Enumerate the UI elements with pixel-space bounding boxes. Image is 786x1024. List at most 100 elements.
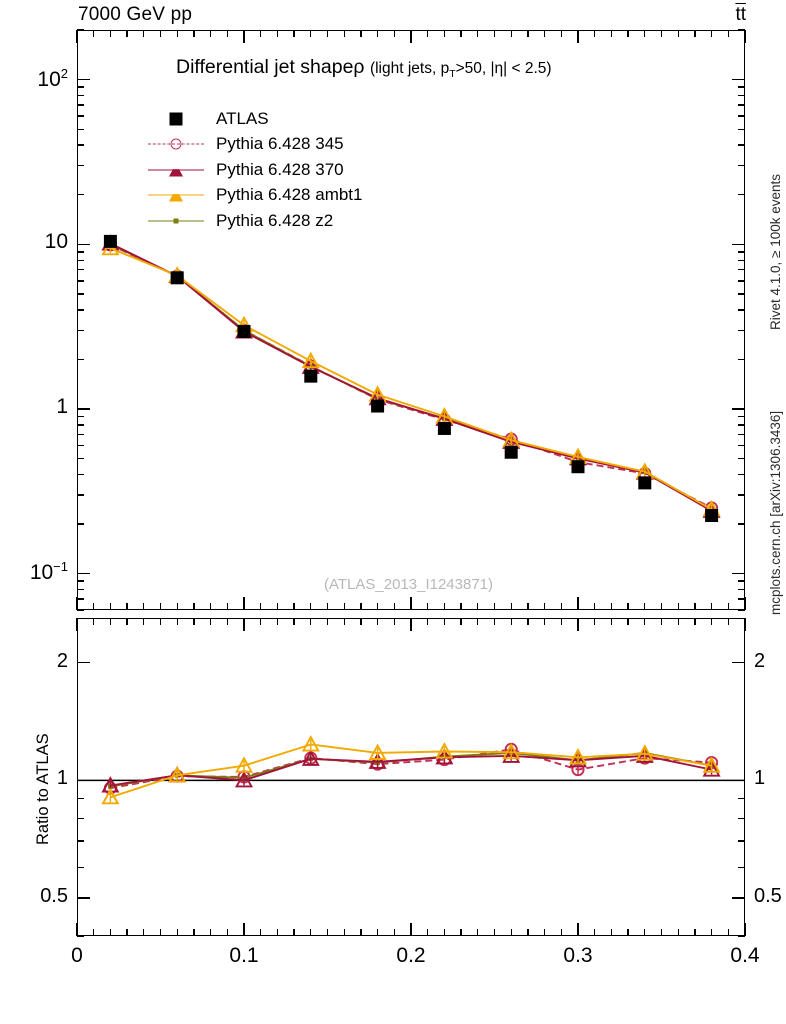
axis-tick bbox=[738, 840, 745, 842]
ratio-pythia-6-428-370-marker bbox=[702, 760, 721, 777]
axis-tick bbox=[376, 618, 379, 625]
axis-tick bbox=[644, 929, 646, 936]
axis-tick bbox=[710, 30, 713, 37]
axis-tick bbox=[360, 603, 362, 610]
series-atlas-marker bbox=[103, 234, 117, 248]
axis-tick bbox=[410, 618, 412, 631]
axis-tick bbox=[77, 580, 84, 582]
axis-tick bbox=[77, 104, 84, 106]
ratio-axis-ticks bbox=[76, 618, 746, 937]
axis-tick bbox=[527, 603, 529, 610]
legend-item[interactable]: ATLAS bbox=[148, 106, 362, 132]
axis-tick bbox=[738, 588, 745, 591]
ratio-pythia-6-428-370-marker bbox=[502, 746, 521, 763]
axis-tick bbox=[610, 30, 613, 37]
legend-item[interactable]: Pythia 6.428 345 bbox=[148, 132, 362, 158]
ratio-pythia-6-428-ambt1-marker bbox=[702, 756, 721, 773]
axis-tick bbox=[738, 115, 745, 117]
series-atlas-marker bbox=[170, 271, 184, 285]
legend-label: Pythia 6.428 z2 bbox=[216, 210, 334, 230]
axis-tick bbox=[732, 408, 745, 410]
axis-tick bbox=[732, 661, 745, 664]
axis-tick bbox=[738, 29, 745, 31]
legend-item[interactable]: Pythia 6.428 z2 bbox=[148, 208, 362, 234]
axis-tick bbox=[527, 929, 529, 936]
legend-label: Pythia 6.428 345 bbox=[216, 134, 344, 154]
axis-tick bbox=[77, 293, 84, 295]
plot-title-cond-open: (light jets, p bbox=[369, 60, 450, 77]
plot-title-main: Differential jet shape bbox=[176, 56, 354, 78]
axis-tick bbox=[738, 609, 745, 611]
axis-tick bbox=[77, 457, 84, 460]
legend-marker-square-icon bbox=[169, 112, 183, 126]
axis-tick bbox=[732, 779, 745, 782]
axis-tick bbox=[738, 433, 745, 436]
axis-tick bbox=[209, 30, 212, 37]
axis-tick bbox=[510, 618, 512, 625]
axis-tick bbox=[594, 603, 596, 610]
axis-tick bbox=[77, 329, 84, 332]
axis-tick bbox=[209, 603, 212, 610]
axis-tick bbox=[176, 618, 178, 625]
axis-tick bbox=[443, 618, 446, 625]
ratio-pythia-6-428-ambt1-marker bbox=[234, 756, 254, 773]
axis-tick bbox=[738, 494, 745, 496]
legend-label: Pythia 6.428 370 bbox=[216, 159, 344, 179]
main-plot-data bbox=[101, 234, 721, 522]
main-y-tick-label: 1 bbox=[56, 394, 68, 418]
axis-tick bbox=[360, 618, 362, 625]
axis-tick bbox=[209, 618, 212, 625]
axis-tick bbox=[443, 30, 446, 37]
axis-tick bbox=[738, 415, 745, 418]
axis-tick bbox=[310, 30, 312, 37]
axis-tick bbox=[77, 866, 84, 868]
axis-tick bbox=[193, 603, 195, 610]
plot-title-rho: ρ bbox=[353, 56, 365, 78]
axis-tick bbox=[627, 929, 629, 936]
axis-tick bbox=[77, 935, 84, 937]
axis-tick bbox=[460, 603, 462, 610]
legend-item[interactable]: Pythia 6.428 ambt1 bbox=[148, 183, 362, 209]
series-pythia-6-428-ambt1-marker bbox=[301, 351, 320, 369]
axis-tick bbox=[93, 603, 95, 610]
axis-tick bbox=[77, 408, 90, 410]
series-atlas-marker bbox=[437, 421, 451, 435]
axis-tick bbox=[77, 269, 84, 271]
axis-tick bbox=[477, 30, 479, 37]
legend-marker-dot-icon bbox=[173, 218, 179, 224]
axis-tick bbox=[577, 618, 579, 631]
axis-tick bbox=[410, 597, 412, 610]
axis-tick bbox=[627, 30, 629, 37]
series-atlas-marker bbox=[237, 324, 251, 338]
series-pythia-6-428-ambt1-line bbox=[110, 247, 713, 511]
legend-label: Pythia 6.428 ambt1 bbox=[216, 185, 363, 205]
axis-tick bbox=[727, 929, 729, 936]
axis-tick bbox=[727, 603, 729, 610]
axis-tick bbox=[738, 309, 745, 311]
series-atlas-marker bbox=[638, 476, 652, 490]
axis-tick bbox=[493, 30, 496, 37]
axis-tick bbox=[109, 30, 112, 37]
legend-label: ATLAS bbox=[216, 108, 269, 128]
axis-tick bbox=[577, 923, 579, 936]
axis-tick bbox=[276, 618, 279, 625]
legend-item[interactable]: Pythia 6.428 370 bbox=[148, 157, 362, 183]
axis-tick bbox=[443, 929, 446, 936]
axis-tick bbox=[738, 866, 745, 868]
axis-tick bbox=[543, 618, 546, 625]
axis-tick bbox=[77, 94, 84, 97]
axis-tick bbox=[477, 929, 479, 936]
main-axis-ticks bbox=[76, 29, 746, 611]
axis-tick bbox=[76, 30, 78, 43]
axis-tick bbox=[644, 30, 646, 37]
axis-tick bbox=[109, 618, 112, 625]
axis-tick bbox=[410, 923, 412, 936]
axis-tick bbox=[510, 929, 512, 936]
axis-tick bbox=[276, 603, 279, 610]
axis-tick bbox=[594, 30, 596, 37]
axis-tick bbox=[738, 457, 745, 460]
main-y-tick-label: 10 bbox=[44, 230, 68, 254]
axis-tick bbox=[393, 618, 395, 625]
axis-tick bbox=[77, 280, 84, 282]
axis-tick bbox=[260, 929, 262, 936]
